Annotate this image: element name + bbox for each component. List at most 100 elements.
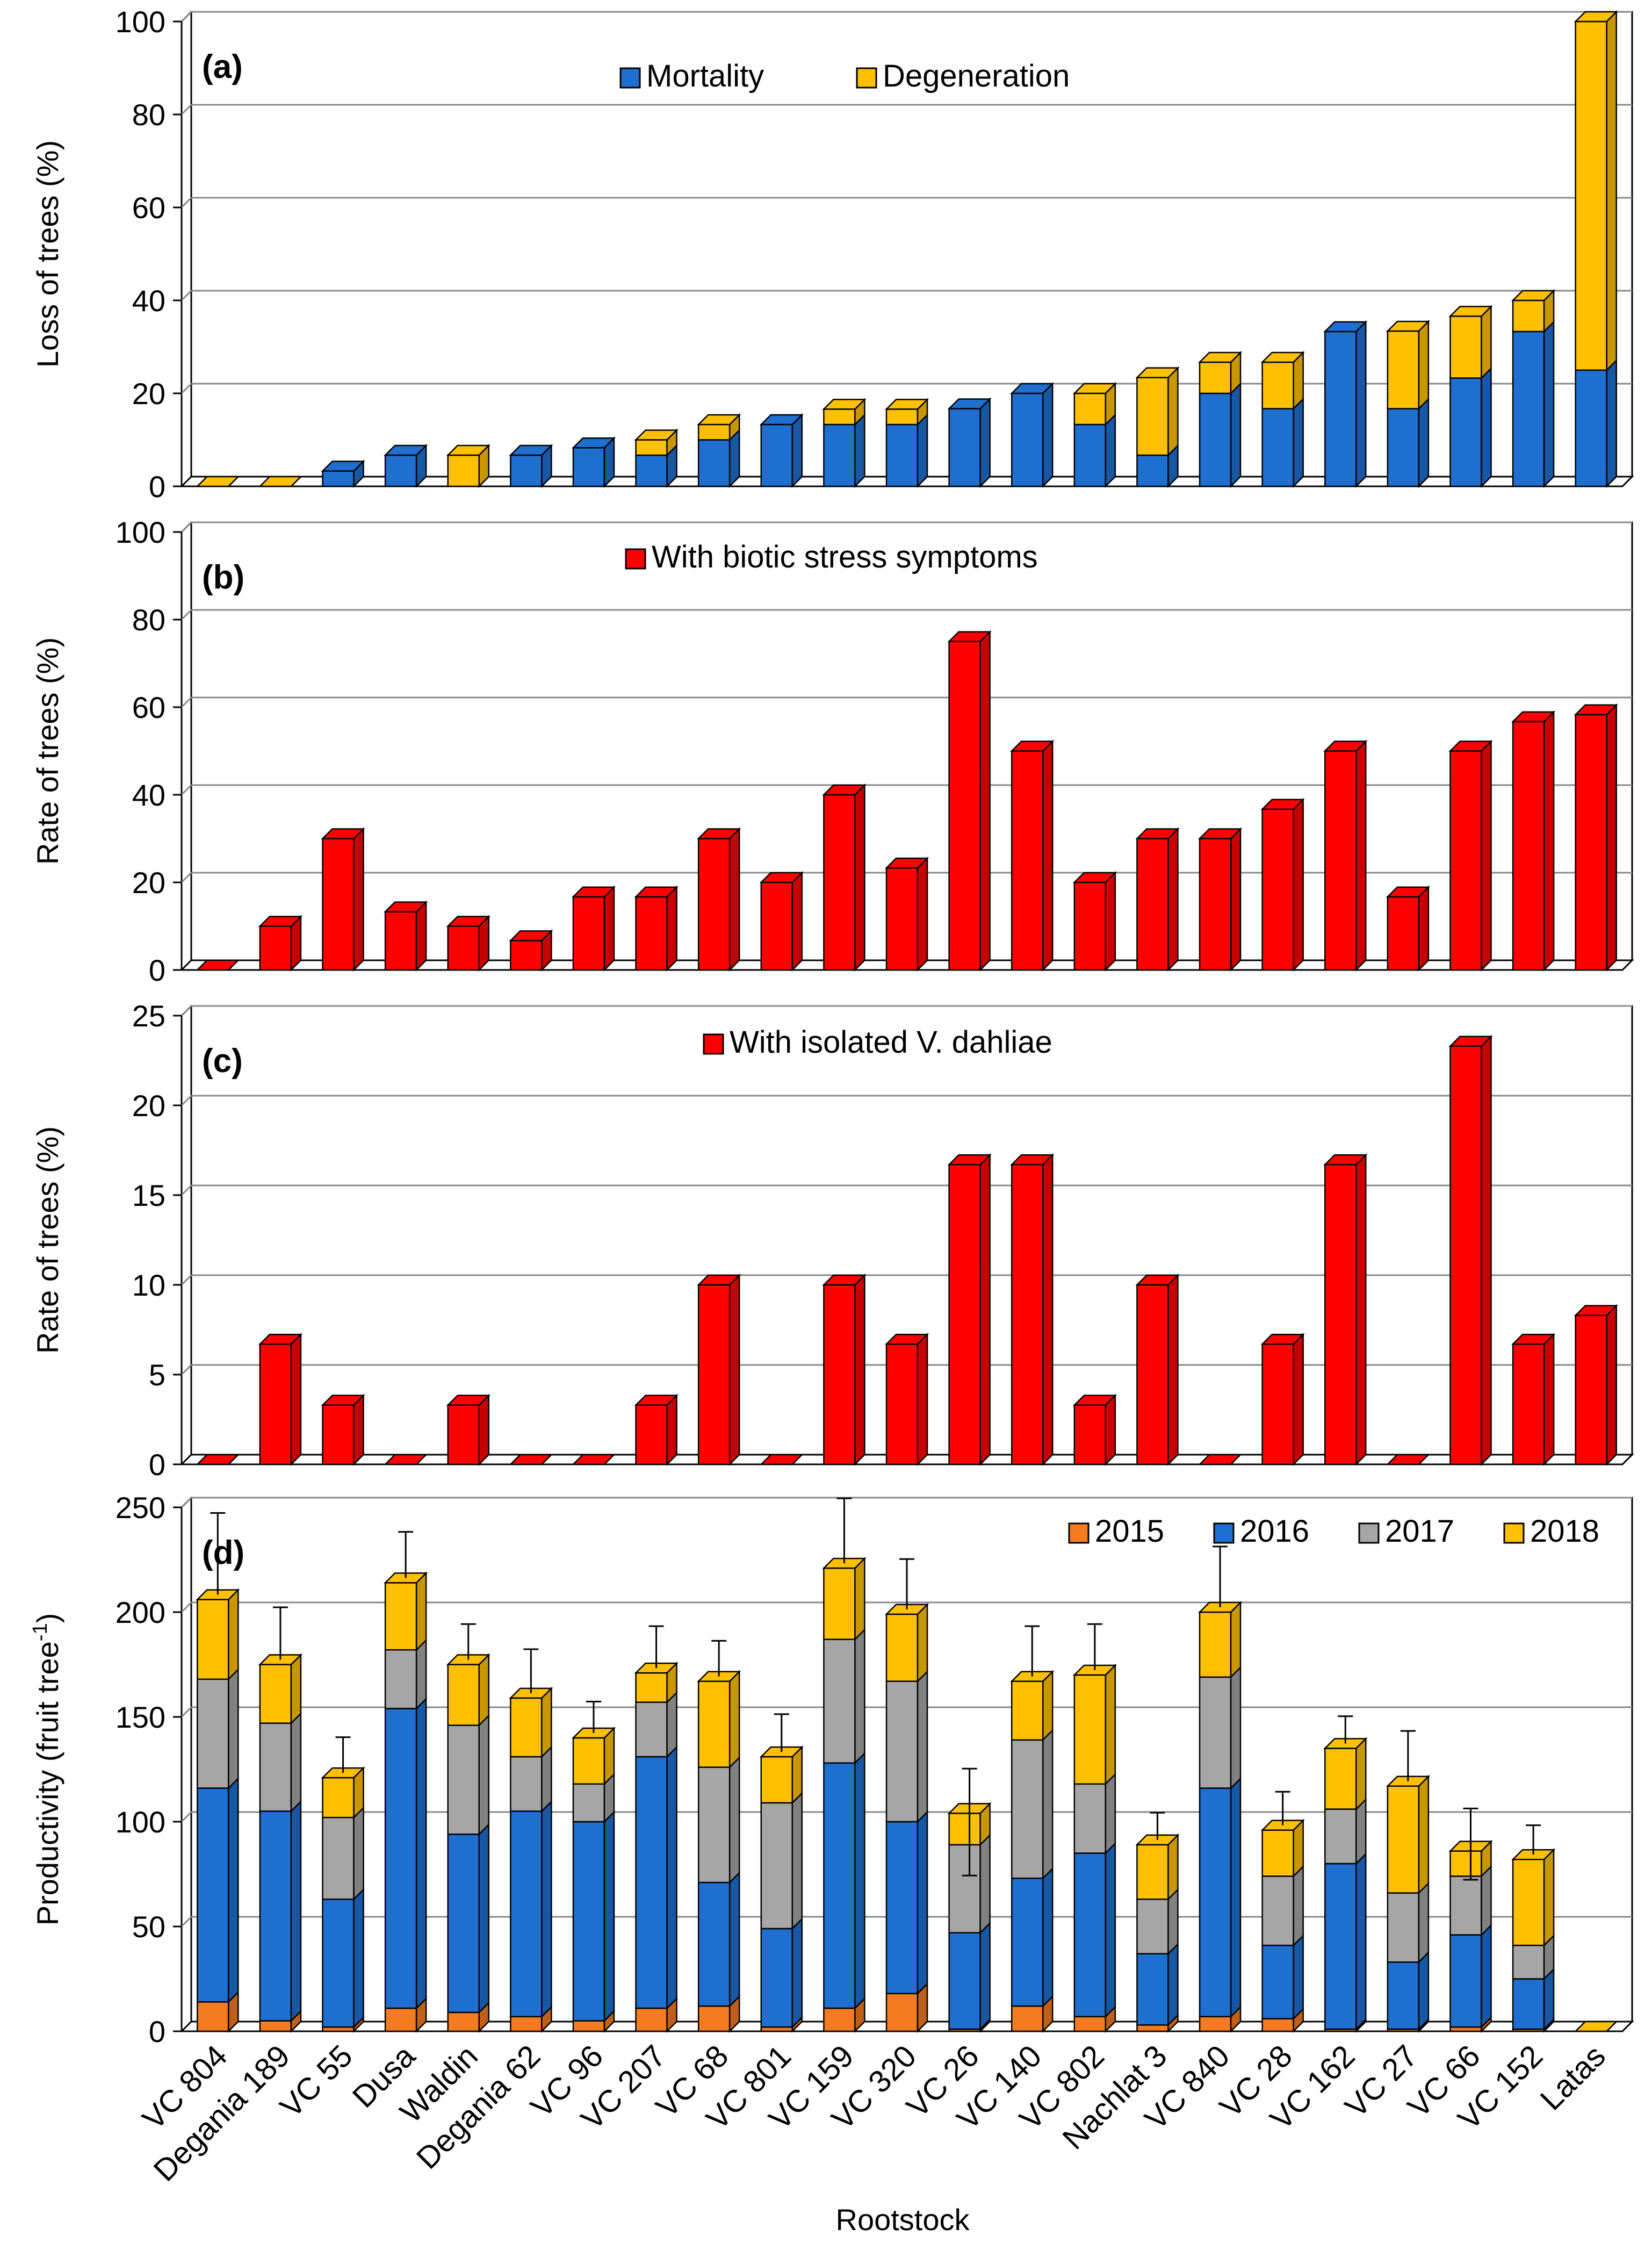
panel-label: (a) — [202, 48, 243, 85]
bar-2017 — [447, 1724, 480, 1835]
bar-with-biotic-stress-symptoms — [1512, 721, 1545, 971]
bar-top — [884, 399, 929, 410]
bar-2016 — [1261, 1944, 1294, 2019]
bar-mortality — [823, 423, 856, 487]
bar-degeneration — [1261, 361, 1294, 409]
bar-with-isolated-v-dahliae — [259, 1343, 292, 1465]
y-tick-label: 25 — [132, 999, 165, 1033]
bar-side — [1105, 1772, 1116, 1855]
gridline-side — [181, 1497, 192, 1508]
bar-degeneration — [697, 423, 731, 441]
gridline-side — [181, 1005, 192, 1017]
bar-side — [1606, 1304, 1617, 1466]
bar-with-biotic-stress-symptoms — [1011, 750, 1044, 971]
legend-label: 2018 — [1530, 1514, 1599, 1549]
panel-label: (d) — [202, 1534, 244, 1571]
bar-side — [854, 1557, 865, 1641]
bar-mortality — [1073, 423, 1107, 487]
bar-mortality — [697, 439, 731, 487]
bar-2018 — [697, 1680, 731, 1768]
gridline-side — [181, 1811, 192, 1823]
bar-2018 — [885, 1613, 919, 1682]
bar-with-biotic-stress-symptoms — [1073, 881, 1107, 971]
gridline-side — [181, 521, 192, 533]
bar-degeneration — [1387, 330, 1420, 409]
category-label: Latas — [1534, 2038, 1612, 2117]
bar-side — [415, 1697, 427, 2010]
bar-degeneration — [885, 408, 919, 426]
bar-with-biotic-stress-symptoms — [948, 641, 981, 971]
y-tick-label: 80 — [132, 98, 165, 132]
bar-top — [1511, 711, 1556, 723]
x-axis-label: Rootstock — [836, 2203, 970, 2237]
bar-top — [822, 784, 867, 796]
bar-with-biotic-stress-symptoms — [259, 925, 292, 971]
bar-2017 — [1387, 1892, 1420, 1963]
legend-label: Degeneration — [883, 59, 1070, 94]
bar-with-isolated-v-dahliae — [823, 1284, 856, 1465]
y-tick-label: 20 — [132, 377, 165, 411]
bar-mortality — [384, 454, 417, 487]
bar-with-biotic-stress-symptoms — [447, 925, 480, 971]
y-tick-label: 100 — [116, 1805, 165, 1839]
bar-side — [478, 1653, 489, 1727]
bar-side — [1167, 1833, 1179, 1901]
y-axis-label: Productivity (fruit tree-1) — [29, 1613, 64, 1926]
bar-side — [1042, 1670, 1054, 1742]
bar-top — [258, 1333, 302, 1345]
y-axis-label: Rate of trees (%) — [31, 1126, 64, 1354]
bar-mortality — [1324, 330, 1357, 487]
bar-side — [1105, 1393, 1116, 1466]
bar-top — [509, 444, 553, 456]
bar-side — [541, 1745, 552, 1813]
bar-2016 — [635, 1756, 668, 2009]
bar-side — [1543, 1333, 1555, 1466]
bar-with-isolated-v-dahliae — [1261, 1343, 1294, 1465]
gridline-side — [181, 696, 192, 708]
bar-side — [728, 1871, 740, 2008]
bar-top — [384, 444, 428, 456]
bar-side — [854, 413, 865, 488]
y-tick-label: 0 — [149, 2015, 165, 2048]
bar-top — [196, 959, 240, 971]
bar-side — [666, 1393, 677, 1466]
bar-degeneration — [1073, 392, 1107, 426]
bar-top — [697, 1274, 741, 1286]
bar-top — [258, 476, 302, 487]
gridline-side — [181, 872, 192, 883]
bar-with-isolated-v-dahliae — [948, 1163, 981, 1465]
bar-2017 — [510, 1756, 543, 1812]
bar-2018 — [1073, 1674, 1107, 1785]
y-axis-label: Loss of trees (%) — [31, 140, 64, 368]
bar-with-biotic-stress-symptoms — [1387, 896, 1420, 971]
bar-degeneration — [1199, 361, 1232, 394]
bar-top — [196, 476, 240, 487]
bar-top — [571, 437, 616, 449]
bar-side — [917, 1602, 928, 1683]
bar-mortality — [1575, 369, 1607, 487]
y-tick-label: 80 — [132, 603, 165, 637]
legend-label: 2015 — [1095, 1514, 1164, 1549]
bar-side — [603, 1810, 615, 2023]
bar-side — [290, 1800, 302, 2023]
bar-top — [1010, 1154, 1055, 1166]
bar-2016 — [1073, 1852, 1107, 2017]
bar-2016 — [259, 1810, 292, 2022]
bar-top — [1574, 2021, 1618, 2032]
bar-mortality — [1387, 408, 1420, 487]
y-tick-label: 40 — [132, 778, 165, 812]
gridline-side — [181, 290, 192, 301]
bar-with-biotic-stress-symptoms — [1136, 838, 1169, 971]
bar-2016 — [697, 1881, 731, 2007]
bar-side — [854, 1273, 865, 1466]
legend-swatch-with-biotic-stress-symptoms — [625, 548, 646, 570]
bar-side — [791, 871, 803, 972]
bar-mortality — [1449, 377, 1482, 487]
bar-top — [1574, 11, 1618, 23]
bar-side — [1105, 871, 1116, 972]
bar-top — [1198, 828, 1243, 839]
bar-side — [1543, 320, 1555, 488]
bar-top — [1010, 383, 1055, 394]
